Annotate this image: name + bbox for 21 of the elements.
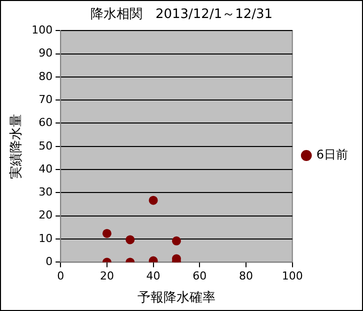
y-axis-title: 実績降水量 xyxy=(8,114,24,179)
x-axis-title: 予報降水確率 xyxy=(137,290,216,306)
legend-label: 6日前 xyxy=(316,148,348,162)
x-tick-label: 0 xyxy=(57,270,64,283)
y-tick-label: 0 xyxy=(46,255,53,268)
x-tick-label: 40 xyxy=(146,270,160,283)
x-tick-label: 80 xyxy=(239,270,254,283)
chart-title: 降水相関 2013/12/1～12/31 xyxy=(90,7,273,22)
y-tick-label: 70 xyxy=(38,92,53,106)
y-tick-label: 10 xyxy=(38,232,53,245)
x-tick-label: 100 xyxy=(282,270,303,283)
y-tick-label: 50 xyxy=(38,139,53,152)
y-tick-label: 40 xyxy=(38,162,53,176)
y-tick-label: 30 xyxy=(38,186,53,199)
y-tick-label: 90 xyxy=(38,46,53,60)
y-tick-label: 60 xyxy=(38,116,53,130)
x-tick-label: 20 xyxy=(100,270,114,283)
y-tick-label: 100 xyxy=(32,23,53,36)
y-tick-label: 20 xyxy=(38,208,53,222)
y-tick-label: 80 xyxy=(38,70,53,83)
x-tick-label: 60 xyxy=(192,270,207,283)
